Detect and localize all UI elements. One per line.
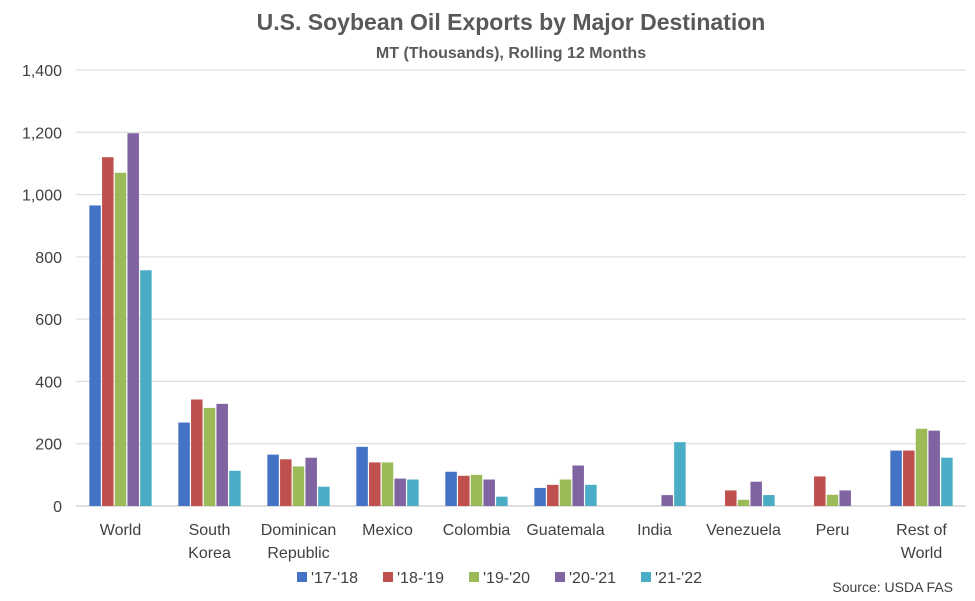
bar [941,457,953,506]
chart-subtitle: MT (Thousands), Rolling 12 Months [376,45,646,62]
bar [114,172,127,506]
bar [534,487,546,506]
bar [191,399,203,506]
x-category-label: India [637,522,672,539]
legend-swatch [383,572,393,582]
bar [381,462,394,506]
bar [407,479,419,506]
bar [483,479,495,506]
bar [496,496,508,506]
x-category-label: Mexico [362,522,413,539]
bar [203,407,216,506]
bar [445,471,457,506]
y-axis-ticks: 0 200 400 600 800 1,000 1,200 1,400 [22,63,62,516]
bar [356,446,368,506]
bar [127,133,139,506]
x-category-label: Korea [188,545,231,562]
bar [572,465,584,506]
bar [267,454,279,506]
y-tick-label: 1,200 [22,125,62,142]
bar [737,499,750,506]
x-category-label: World [100,522,142,539]
bar [394,478,406,506]
legend-label: '17-'18 [311,570,358,587]
bar [585,484,597,506]
x-axis-labels: World South Korea Dominican Republic Mexico Co… [100,522,948,562]
x-category-label: Venezuela [706,522,781,539]
bar [229,470,241,506]
bars [89,133,953,506]
bar [915,428,928,506]
x-category-label: Republic [267,545,329,562]
bar [280,459,292,506]
legend-swatch [297,572,307,582]
bar [890,450,902,506]
legend-label: '21-'22 [655,570,702,587]
source-note: Source: USDA FAS [832,579,953,595]
bar [559,479,572,506]
bar [750,481,762,506]
legend-swatch [555,572,565,582]
y-tick-label: 400 [35,374,62,391]
legend-swatch [469,572,479,582]
y-tick-label: 600 [35,312,62,329]
legend-label: '18-'19 [397,570,444,587]
x-category-label: World [901,545,943,562]
x-category-label: Dominican [261,522,337,539]
x-category-label: Guatemala [526,522,604,539]
legend-label: '19-'20 [483,570,530,587]
bar [305,457,317,506]
bar [928,430,940,506]
bar [89,205,101,506]
bar [674,442,686,506]
bar [216,403,228,506]
x-category-label: Colombia [443,522,511,539]
bar [661,495,673,506]
bar [369,462,381,506]
bar [903,450,915,506]
bar [292,466,305,506]
bar [140,270,152,506]
bar [547,484,559,506]
bar [318,486,330,506]
y-tick-label: 1,400 [22,63,62,80]
bar [458,475,470,506]
y-tick-label: 800 [35,250,62,267]
bar [763,495,775,506]
chart-title: U.S. Soybean Oil Exports by Major Destin… [257,9,766,35]
legend: '17-'18 '18-'19 '19-'20 '20-'21 '21-'22 [297,570,702,587]
x-category-label: Rest of [896,522,947,539]
bar [826,494,839,506]
bar [470,474,483,506]
legend-label: '20-'21 [569,570,616,587]
bar [102,157,114,506]
x-category-label: South [189,522,231,539]
bar [839,490,851,506]
x-category-label: Peru [816,522,850,539]
y-tick-label: 200 [35,437,62,454]
y-tick-label: 0 [53,499,62,516]
y-tick-label: 1,000 [22,188,62,205]
legend-swatch [641,572,651,582]
bar [178,422,190,506]
bar [814,476,826,506]
bar [725,490,737,506]
